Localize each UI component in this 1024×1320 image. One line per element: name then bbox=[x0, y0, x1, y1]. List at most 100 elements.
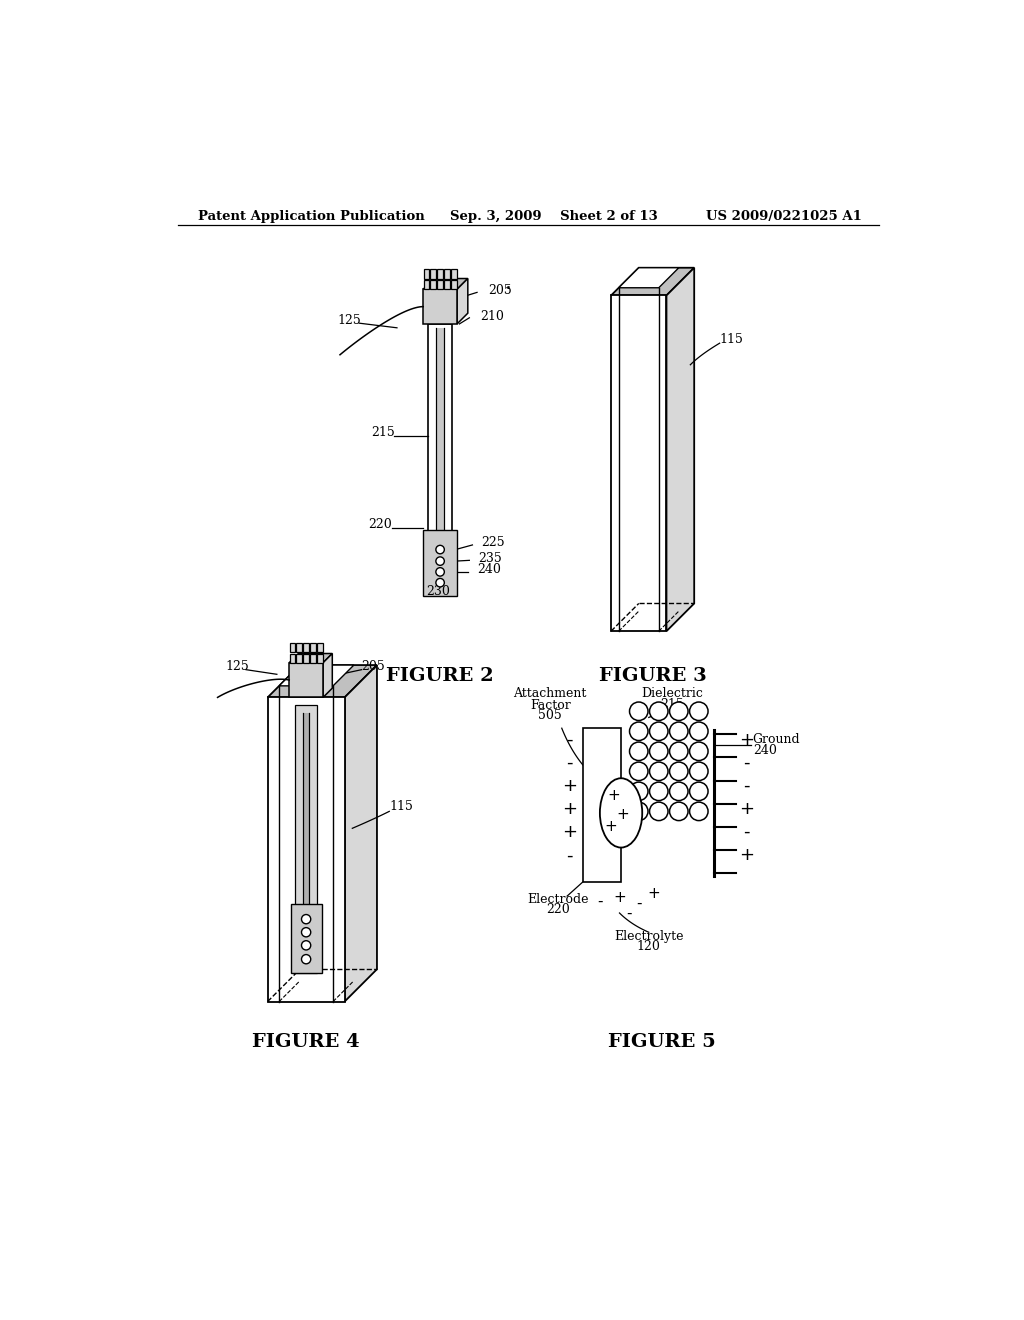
Text: FIGURE 5: FIGURE 5 bbox=[608, 1034, 716, 1051]
Bar bbox=[430, 269, 436, 279]
Circle shape bbox=[689, 803, 708, 821]
Bar bbox=[289, 663, 323, 697]
Bar bbox=[303, 643, 309, 652]
Bar bbox=[291, 904, 322, 973]
Text: 125: 125 bbox=[225, 660, 249, 673]
Polygon shape bbox=[345, 665, 377, 1002]
Bar bbox=[303, 653, 309, 663]
Text: 230: 230 bbox=[426, 585, 450, 598]
Text: FIGURE 4: FIGURE 4 bbox=[252, 1034, 359, 1051]
Circle shape bbox=[301, 915, 310, 924]
Text: 205: 205 bbox=[487, 284, 512, 297]
Text: +: + bbox=[739, 800, 754, 818]
Text: +: + bbox=[562, 824, 577, 841]
Text: 220: 220 bbox=[369, 519, 392, 532]
Circle shape bbox=[630, 803, 648, 821]
Circle shape bbox=[649, 762, 668, 780]
Text: 120: 120 bbox=[637, 940, 660, 953]
Text: +: + bbox=[607, 788, 620, 804]
Polygon shape bbox=[267, 665, 377, 697]
Text: Sep. 3, 2009    Sheet 2 of 13: Sep. 3, 2009 Sheet 2 of 13 bbox=[451, 210, 657, 223]
Text: 205: 205 bbox=[361, 660, 385, 673]
Text: +: + bbox=[613, 890, 626, 906]
Text: +: + bbox=[648, 886, 660, 902]
Text: 235: 235 bbox=[478, 552, 503, 565]
Bar bbox=[423, 289, 457, 323]
Text: -: - bbox=[566, 846, 572, 865]
Text: +: + bbox=[739, 731, 754, 748]
Text: +: + bbox=[739, 846, 754, 865]
Circle shape bbox=[436, 568, 444, 576]
Polygon shape bbox=[618, 268, 679, 288]
Ellipse shape bbox=[600, 779, 642, 847]
Bar bbox=[424, 280, 429, 289]
Bar bbox=[297, 643, 302, 652]
Bar bbox=[317, 653, 323, 663]
Text: Factor: Factor bbox=[529, 698, 570, 711]
Text: US 2009/0221025 A1: US 2009/0221025 A1 bbox=[707, 210, 862, 223]
Circle shape bbox=[301, 928, 310, 937]
Bar bbox=[317, 643, 323, 652]
Bar bbox=[452, 269, 457, 279]
Bar bbox=[436, 327, 444, 573]
Text: -: - bbox=[743, 777, 750, 795]
Polygon shape bbox=[611, 268, 694, 296]
Bar bbox=[444, 269, 450, 279]
Text: 240: 240 bbox=[753, 744, 776, 758]
Circle shape bbox=[649, 742, 668, 760]
Bar bbox=[437, 280, 442, 289]
Bar bbox=[290, 653, 295, 663]
Text: Electrolyte: Electrolyte bbox=[614, 929, 684, 942]
Circle shape bbox=[670, 702, 688, 721]
Polygon shape bbox=[323, 653, 333, 697]
Text: FIGURE 3: FIGURE 3 bbox=[599, 667, 707, 685]
Circle shape bbox=[689, 702, 708, 721]
Circle shape bbox=[436, 578, 444, 587]
Bar bbox=[310, 653, 315, 663]
Circle shape bbox=[689, 781, 708, 800]
Bar bbox=[437, 269, 442, 279]
Circle shape bbox=[649, 781, 668, 800]
Bar bbox=[452, 280, 457, 289]
Text: Ground: Ground bbox=[753, 733, 801, 746]
Circle shape bbox=[670, 762, 688, 780]
Text: Electrode: Electrode bbox=[527, 892, 589, 906]
Circle shape bbox=[630, 702, 648, 721]
Circle shape bbox=[689, 722, 708, 741]
Bar bbox=[424, 269, 429, 279]
Text: +: + bbox=[616, 807, 629, 822]
Circle shape bbox=[649, 803, 668, 821]
Text: +: + bbox=[604, 820, 616, 834]
Bar bbox=[444, 280, 450, 289]
Circle shape bbox=[689, 742, 708, 760]
Circle shape bbox=[630, 781, 648, 800]
Text: 115: 115 bbox=[389, 800, 413, 813]
Text: FIGURE 2: FIGURE 2 bbox=[386, 667, 494, 685]
Circle shape bbox=[649, 702, 668, 721]
Polygon shape bbox=[457, 279, 468, 323]
Bar bbox=[428, 323, 453, 595]
Circle shape bbox=[630, 722, 648, 741]
Text: -: - bbox=[743, 824, 750, 841]
Text: 215: 215 bbox=[372, 426, 395, 440]
Text: Patent Application Publication: Patent Application Publication bbox=[199, 210, 425, 223]
Bar bbox=[583, 729, 621, 882]
Circle shape bbox=[301, 941, 310, 950]
Text: Attachment: Attachment bbox=[513, 686, 587, 700]
Text: -: - bbox=[598, 894, 603, 909]
Text: 210: 210 bbox=[480, 310, 504, 323]
Circle shape bbox=[436, 557, 444, 565]
Circle shape bbox=[670, 803, 688, 821]
Polygon shape bbox=[289, 653, 333, 663]
Circle shape bbox=[436, 545, 444, 554]
Text: -: - bbox=[626, 906, 632, 920]
Circle shape bbox=[670, 742, 688, 760]
Text: +: + bbox=[562, 800, 577, 818]
Text: ·: · bbox=[505, 280, 511, 300]
Text: 225: 225 bbox=[481, 536, 505, 549]
Circle shape bbox=[670, 781, 688, 800]
Text: -: - bbox=[566, 754, 572, 772]
Circle shape bbox=[301, 954, 310, 964]
Text: 125: 125 bbox=[337, 314, 361, 326]
Polygon shape bbox=[667, 268, 694, 631]
